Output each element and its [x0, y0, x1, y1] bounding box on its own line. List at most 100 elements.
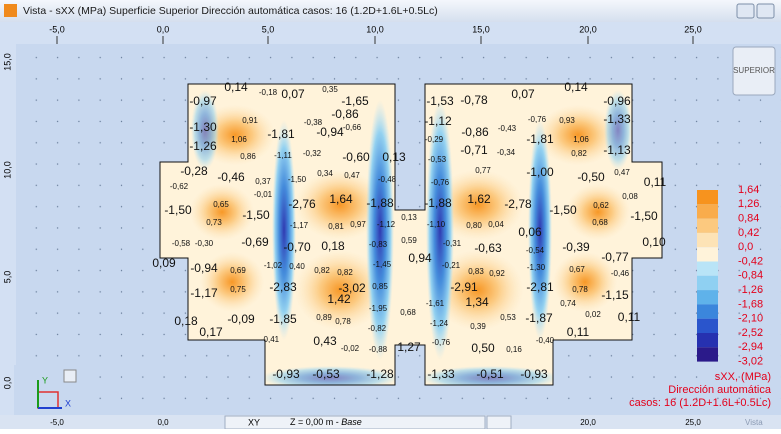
ruler-label: -5,0 [49, 24, 65, 34]
contour-label: -0,78 [460, 93, 488, 107]
legend-label: -2,94 [738, 341, 763, 353]
ruler-label: 15,0 [2, 53, 12, 71]
contour-label: -1,50 [630, 209, 658, 223]
contour-label: 0,77 [475, 166, 491, 175]
contour-label: -1,81 [267, 127, 295, 141]
contour-label: -1,30 [189, 120, 217, 134]
ruler-label: 15,0 [472, 24, 490, 34]
contour-label: -0,31 [443, 239, 462, 248]
contour-label: 0,14 [224, 80, 248, 94]
contour-label: 0,59 [401, 236, 417, 245]
restore-button[interactable] [757, 4, 774, 18]
contour-label: -0,71 [460, 143, 488, 157]
contour-label: -0,63 [474, 241, 502, 255]
contour-label: -1,00 [526, 165, 554, 179]
contour-label: 0,81 [328, 222, 344, 231]
legend-swatch [697, 276, 718, 290]
contour-label: 1,42 [327, 292, 351, 306]
contour-label: 0,74 [560, 299, 576, 308]
contour-label: -0,88 [369, 345, 388, 354]
contour-label: -1,65 [341, 94, 369, 108]
contour-label: 1,27 [397, 340, 421, 354]
contour-label: -0,94 [190, 261, 218, 275]
legend-label: 1,26 [738, 198, 759, 210]
contour-label: -0,43 [498, 124, 517, 133]
contour-label: 0,47 [614, 168, 630, 177]
contour-label: -0,96 [603, 94, 631, 108]
left-ruler [0, 22, 16, 415]
contour-label: -0,39 [562, 240, 590, 254]
ruler-label: 0,0 [157, 24, 170, 34]
contour-label: 0,47 [344, 171, 360, 180]
contour-label: 0,08 [622, 192, 638, 201]
contour-label: -1,30 [527, 263, 546, 272]
contour-label: 0,82 [337, 268, 353, 277]
ruler-label: -5,0 [50, 418, 64, 427]
contour-label: -1,45 [373, 260, 392, 269]
contour-label: 0,85 [372, 282, 388, 291]
legend-label: -3,02 [738, 356, 763, 368]
contour-label: -1,12 [377, 220, 396, 229]
contour-label: -0,41 [261, 335, 280, 344]
legend-swatch [697, 190, 718, 204]
contour-label: -0,66 [343, 123, 362, 132]
contour-label: 1,06 [573, 135, 589, 144]
contour-label: -0,76 [528, 115, 547, 124]
contour-label: -0,83 [369, 240, 388, 249]
contour-label: -2,83 [269, 280, 297, 294]
minimize-button[interactable] [737, 4, 754, 18]
contour-label: 0,34 [317, 169, 333, 178]
scroll-buttons[interactable] [487, 416, 511, 429]
contour-label: 0,37 [255, 177, 271, 186]
contour-label: 0,75 [230, 285, 246, 294]
contour-label: 0,17 [199, 325, 223, 339]
contour-label: 1,64 [329, 192, 353, 206]
contour-label: 1,62 [467, 192, 491, 206]
contour-label: -1,61 [426, 299, 445, 308]
contour-label: -2,78 [504, 197, 532, 211]
contour-label: -1,88 [366, 196, 394, 210]
contour-label: -0,54 [526, 246, 545, 255]
contour-label: -0,93 [520, 367, 548, 381]
contour-label: 0,78 [335, 317, 351, 326]
view-button-label[interactable]: SUPERIOR [733, 66, 775, 75]
nav-button[interactable] [64, 370, 76, 382]
status-z-text: Z = 0,00 m - [290, 417, 341, 427]
ruler-label: 5,0 [262, 24, 275, 34]
contour-label: -0,77 [601, 250, 629, 264]
contour-label: -0,09 [227, 312, 255, 326]
contour-label: -1,10 [427, 220, 446, 229]
status-plane: XY [248, 417, 260, 427]
screen: Vista - sXX (MPa) Superficie Superior Di… [0, 0, 781, 429]
legend-swatch [697, 290, 718, 304]
contour-label: 0,53 [500, 313, 516, 322]
contour-label: -1,50 [288, 175, 307, 184]
contour-label: -1,50 [549, 203, 577, 217]
axis-x-label: X [65, 398, 71, 408]
contour-label: 0,50 [471, 341, 495, 355]
contour-label: 0,69 [230, 266, 246, 275]
contour-label: -1,53 [426, 94, 454, 108]
contour-label: -0,30 [195, 239, 214, 248]
contour-label: 0,82 [571, 149, 587, 158]
contour-label: -0,51 [476, 367, 504, 381]
contour-label: 1,34 [465, 295, 489, 309]
contour-label: 0,73 [206, 218, 222, 227]
contour-label: 0,39 [470, 322, 486, 331]
contour-label: 0,35 [322, 85, 338, 94]
contour-label: 0,80 [466, 221, 482, 230]
legend-swatch [697, 304, 718, 318]
contour-label: 0,11 [567, 325, 590, 339]
status-tab[interactable]: Vista [745, 418, 763, 427]
contour-label: -0,97 [189, 94, 217, 108]
contour-label: 0,07 [511, 87, 535, 101]
legend-swatch [697, 247, 718, 261]
contour-label: -0,46 [611, 269, 630, 278]
contour-label: 0,92 [489, 269, 505, 278]
contour-label: -0,01 [254, 190, 273, 199]
contour-label: 0,97 [350, 220, 366, 229]
contour-label: 0,86 [240, 152, 256, 161]
legend-swatch [697, 333, 718, 347]
contour-label: 0,10 [642, 235, 666, 249]
window-title: Vista - sXX (MPa) Superficie Superior Di… [23, 5, 438, 17]
